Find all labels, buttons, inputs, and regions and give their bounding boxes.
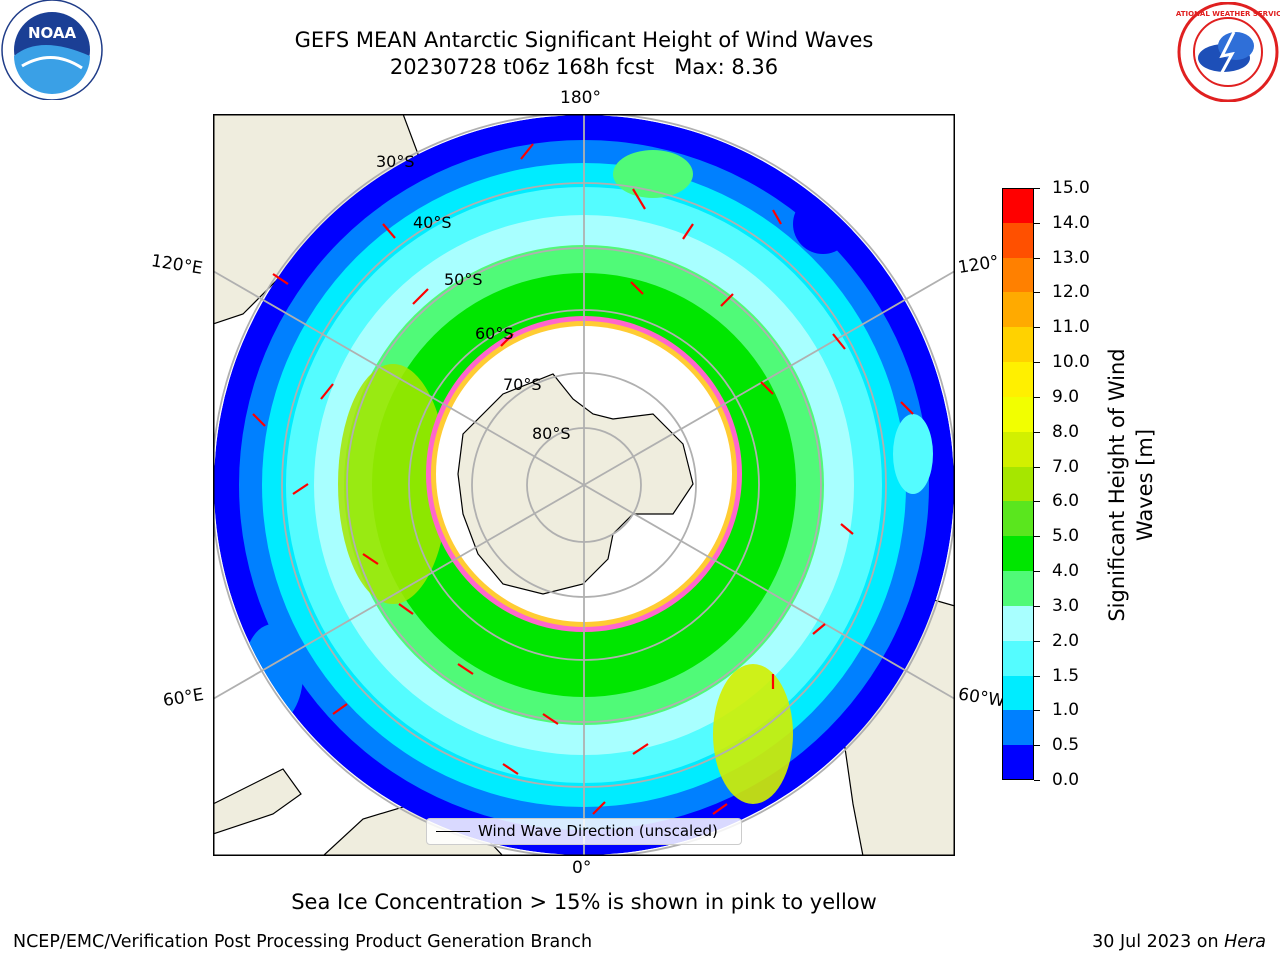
- nws-logo-text: NATIONAL WEATHER SERVICE: [1176, 10, 1280, 18]
- colorbar-tick-label: 2.0: [1052, 630, 1080, 651]
- colorbar-title: Significant Height of Wind Waves [m]: [1105, 348, 1157, 622]
- lat-label-80s: 80°S: [532, 424, 571, 443]
- colorbar-segment: [1002, 291, 1034, 328]
- colorbar-tick-label: 4.0: [1052, 561, 1080, 582]
- colorbar-tick: [1034, 605, 1040, 607]
- colorbar-tick: [1034, 292, 1040, 294]
- colorbar-tick: [1034, 222, 1040, 224]
- lat-label-30s: 30°S: [376, 152, 415, 171]
- colorbar-segment: [1002, 709, 1034, 746]
- lon-label-top: 180°: [560, 88, 601, 108]
- map-legend: Wind Wave Direction (unscaled): [426, 818, 742, 845]
- colorbar-tick: [1034, 431, 1040, 433]
- colorbar-tick-label: 12.0: [1052, 282, 1090, 303]
- colorbar-tick-label: 11.0: [1052, 317, 1090, 338]
- colorbar-tick: [1034, 536, 1040, 538]
- colorbar-tick-label: 7.0: [1052, 456, 1080, 477]
- colorbar-tick: [1034, 640, 1040, 642]
- colorbar-tick: [1034, 501, 1040, 503]
- colorbar-frame: [1002, 188, 1034, 780]
- colorbar-segment: [1002, 257, 1034, 293]
- colorbar-tick-label: 14.0: [1052, 212, 1090, 233]
- colorbar-segment: [1002, 535, 1034, 572]
- africa-land: [213, 768, 302, 835]
- colorbar-tick-label: 1.5: [1052, 665, 1080, 686]
- colorbar-segment: [1002, 675, 1034, 711]
- colorbar-segment: [1002, 326, 1034, 363]
- lon-label-right-lower: 60°W: [956, 684, 1007, 712]
- colorbar-segment: [1002, 500, 1034, 537]
- colorbar-tick: [1034, 780, 1040, 781]
- lon-label-bottom: 0°: [572, 858, 592, 878]
- colorbar-segment: [1002, 744, 1034, 780]
- host-name: Hera: [1224, 932, 1266, 952]
- noaa-logo-text: NOAA: [28, 24, 77, 42]
- colorbar-segment: [1002, 361, 1034, 397]
- polar-map: [213, 114, 955, 856]
- colorbar-tick: [1034, 675, 1040, 677]
- colorbar: [1002, 187, 1034, 780]
- colorbar-tick-label: 3.0: [1052, 595, 1080, 616]
- colorbar-tick: [1034, 745, 1040, 747]
- colorbar-tick: [1034, 327, 1040, 329]
- colorbar-tick-label: 0.0: [1052, 770, 1080, 790]
- colorbar-tick-label: 1.0: [1052, 700, 1080, 721]
- lon-label-left-lower: 60°E: [161, 684, 206, 712]
- colorbar-tick: [1034, 257, 1040, 259]
- sea-ice-note: Sea Ice Concentration > 15% is shown in …: [291, 890, 877, 914]
- colorbar-segment: [1002, 466, 1034, 502]
- colorbar-tick: [1034, 396, 1040, 398]
- lon-label-left-upper: 120°E: [149, 251, 204, 279]
- date-line: 30 Jul 2023 on Hera: [1092, 932, 1266, 952]
- colorbar-tick-label: 6.0: [1052, 491, 1080, 512]
- lat-label-60s: 60°S: [475, 324, 514, 343]
- credit-line: NCEP/EMC/Verification Post Processing Pr…: [13, 932, 593, 952]
- lat-label-50s: 50°S: [444, 270, 483, 289]
- chart-title: GEFS MEAN Antarctic Significant Height o…: [294, 28, 874, 52]
- colorbar-tick-label: 8.0: [1052, 421, 1080, 442]
- legend-line-sample: [436, 831, 470, 832]
- lat-label-70s: 70°S: [503, 375, 542, 394]
- colorbar-tick: [1034, 466, 1040, 468]
- colorbar-tick-label: 0.5: [1052, 735, 1080, 756]
- colorbar-segment: [1002, 640, 1034, 676]
- colorbar-segment: [1002, 570, 1034, 606]
- colorbar-tick-label: 10.0: [1052, 352, 1090, 373]
- max-value: Max: 8.36: [674, 55, 779, 79]
- colorbar-tick: [1034, 188, 1040, 189]
- colorbar-tick-label: 5.0: [1052, 526, 1080, 547]
- wind-wave-arrows: [252, 143, 914, 815]
- colorbar-segment: [1002, 605, 1034, 641]
- nws-logo: NATIONAL WEATHER SERVICE: [1176, 2, 1280, 102]
- lon-label-right-upper: 120°: [956, 251, 1001, 279]
- lat-label-40s: 40°S: [413, 213, 452, 232]
- antarctica-land: [457, 373, 694, 595]
- noaa-logo: NOAA: [1, 0, 103, 100]
- chart-subtitle: 20230728 t06z 168h fcst Max: 8.36: [214, 54, 954, 80]
- colorbar-segment: [1002, 396, 1034, 432]
- legend-label: Wind Wave Direction (unscaled): [478, 822, 718, 840]
- colorbar-tick: [1034, 710, 1040, 712]
- colorbar-segment: [1002, 431, 1034, 467]
- colorbar-segment: [1002, 187, 1034, 223]
- colorbar-tick-label: 15.0: [1052, 178, 1090, 198]
- colorbar-tick: [1034, 571, 1040, 573]
- colorbar-tick-label: 13.0: [1052, 247, 1090, 268]
- run-date: 30 Jul 2023 on: [1092, 932, 1219, 952]
- colorbar-tick-label: 9.0: [1052, 386, 1080, 407]
- map-panel: [213, 114, 955, 856]
- colorbar-tick: [1034, 362, 1040, 364]
- forecast-time: 20230728 t06z 168h fcst: [389, 55, 655, 79]
- graticule: [213, 114, 955, 856]
- colorbar-segment: [1002, 222, 1034, 258]
